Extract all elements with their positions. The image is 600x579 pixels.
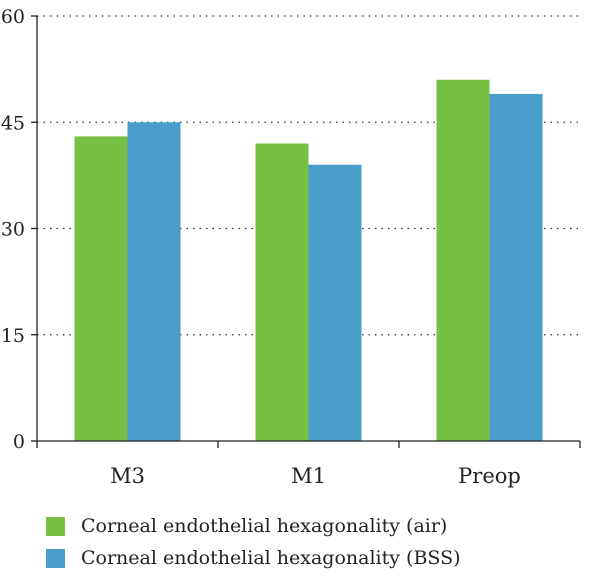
bar-m1-series-2	[308, 164, 362, 441]
legend-label-air: Corneal endothelial hexagonality (air)	[81, 515, 448, 537]
y-tick-label: 15	[1, 325, 25, 347]
bar-chart: 0 15 30 45 60 M3 M1 Preop	[1, 6, 581, 488]
bar-m1-series-1	[255, 143, 309, 441]
legend-item-air: Corneal endothelial hexagonality (air)	[46, 510, 461, 542]
bar-m3-series-2	[127, 122, 181, 441]
bars	[74, 79, 543, 442]
legend-swatch-air	[46, 516, 65, 536]
legend-swatch-bss	[46, 548, 65, 568]
x-tick-label: Preop	[458, 464, 521, 488]
y-tick-label: 45	[1, 112, 25, 134]
bar-preop-series-2	[489, 93, 543, 442]
x-tick-label: M1	[291, 464, 326, 488]
axes: 0 15 30 45 60 M3 M1 Preop	[1, 6, 581, 488]
y-tick-label: 30	[1, 219, 25, 241]
y-tick-label: 0	[13, 431, 25, 453]
y-tick-label: 60	[1, 6, 25, 28]
x-tick-label: M3	[110, 464, 145, 488]
bar-m3-series-1	[74, 136, 128, 441]
bar-preop-series-1	[436, 79, 490, 441]
legend: Corneal endothelial hexagonality (air) C…	[46, 510, 461, 574]
legend-label-bss: Corneal endothelial hexagonality (BSS)	[81, 547, 461, 569]
legend-item-bss: Corneal endothelial hexagonality (BSS)	[46, 542, 461, 574]
